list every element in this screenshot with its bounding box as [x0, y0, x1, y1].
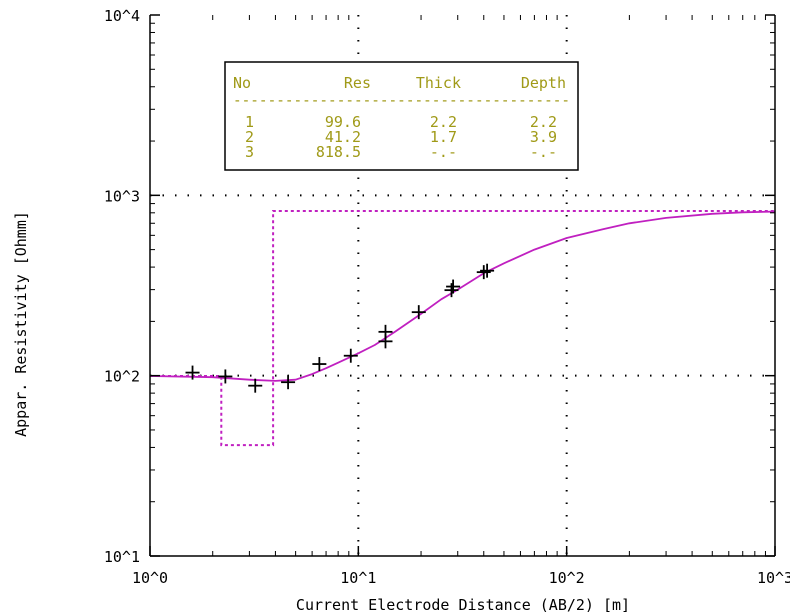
- data-point: [480, 263, 495, 278]
- table-header-depth: Depth: [521, 74, 566, 92]
- x-tick-label: 10^3: [757, 569, 790, 587]
- y-tick-label: 10^1: [104, 548, 140, 566]
- table-row-2-res: 41.2: [325, 128, 361, 146]
- table-row-3-res: 818.5: [316, 143, 361, 161]
- measured-points: [185, 263, 495, 393]
- table-row-2-no: 2: [245, 128, 254, 146]
- x-tick-label: 10^0: [132, 569, 168, 587]
- data-point: [218, 369, 233, 384]
- y-axis-label: Appar. Resistivity [Ohmm]: [12, 211, 30, 437]
- results-table: No Res Thick Depth ---------------------…: [224, 61, 579, 171]
- data-point: [312, 357, 327, 372]
- table-header-thick: Thick: [416, 74, 461, 92]
- table-row-1-depth: 2.2: [530, 113, 557, 131]
- axes: [149, 15, 776, 557]
- data-point: [281, 375, 296, 390]
- grid: [150, 15, 775, 556]
- x-tick-label: 10^1: [340, 569, 376, 587]
- y-tick-label: 10^2: [104, 368, 140, 386]
- model-curve: [149, 210, 776, 382]
- table-separator: ---------------------------------------: [233, 91, 570, 109]
- y-tick-label: 10^3: [104, 187, 140, 205]
- data-point: [446, 279, 461, 294]
- x-axis-label: Current Electrode Distance (AB/2) [m]: [296, 596, 630, 614]
- y-tick-label: 10^4: [104, 7, 140, 25]
- table-row-3-no: 3: [245, 143, 254, 161]
- table-row-3-thick: -.-: [430, 143, 457, 161]
- model-curve-line: [149, 210, 776, 382]
- data-point: [378, 334, 393, 349]
- data-point: [343, 348, 358, 363]
- table-header-no: No: [233, 74, 251, 92]
- table-row-1-res: 99.6: [325, 113, 361, 131]
- results-table-box: [224, 61, 579, 171]
- data-point: [411, 305, 426, 320]
- data-point: [185, 365, 200, 380]
- table-row-2-thick: 1.7: [430, 128, 457, 146]
- data-point: [248, 378, 263, 393]
- data-point: [444, 283, 459, 298]
- table-row-2-depth: 3.9: [530, 128, 557, 146]
- ticks: 10^0 10^1 10^2 10^3 10^1 10^2 10^3 10^4: [104, 7, 790, 587]
- table-row-3-depth: -.-: [530, 143, 557, 161]
- table-row-1-thick: 2.2: [430, 113, 457, 131]
- table-row-1-no: 1: [245, 113, 254, 131]
- table-header-res: Res: [344, 74, 371, 92]
- x-tick-label: 10^2: [549, 569, 585, 587]
- data-point: [476, 265, 491, 280]
